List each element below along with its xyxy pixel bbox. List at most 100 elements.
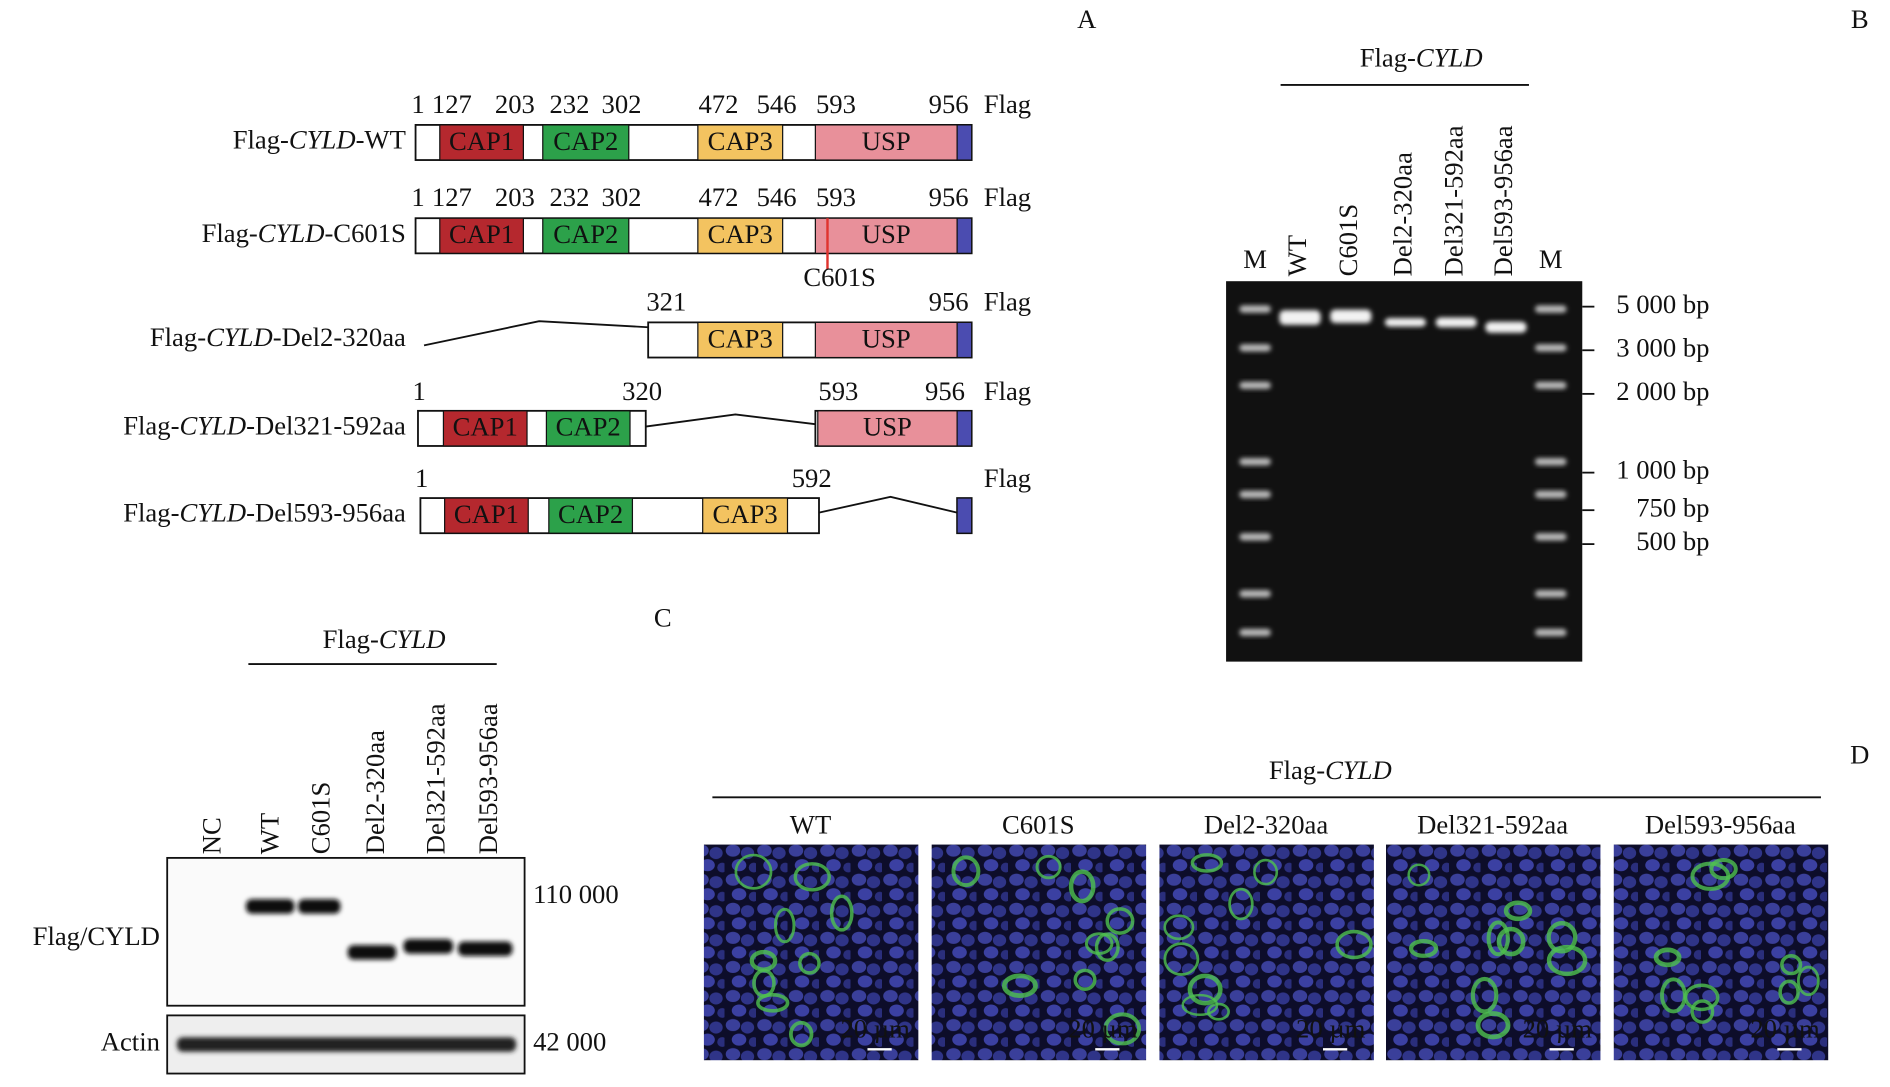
domain xyxy=(542,217,630,254)
green-cell xyxy=(1335,929,1373,960)
domain xyxy=(702,497,789,534)
domain-label: USP xyxy=(862,323,911,353)
domain-label: CAP2 xyxy=(556,412,621,442)
lane-label: Del321-592aa xyxy=(1438,125,1468,276)
domain-label: CAP3 xyxy=(713,499,778,529)
domain-label: CAP1 xyxy=(449,126,514,156)
panel-letter: A xyxy=(1077,4,1097,34)
domain xyxy=(814,124,958,161)
sample-band xyxy=(1279,310,1321,325)
sample-label: C601S xyxy=(1002,810,1075,840)
green-cell xyxy=(1073,968,1097,991)
marker-label: 500 bp xyxy=(1636,526,1709,556)
lane-label: Del2-320aa xyxy=(1387,152,1417,276)
domain-label: CAP1 xyxy=(453,412,518,442)
text-part: CYLD xyxy=(1416,43,1483,73)
construct-name: Flag-CYLD-C601S xyxy=(202,218,406,248)
green-cell xyxy=(773,907,796,944)
green-cell xyxy=(1105,907,1135,935)
lane-label: Del2-320aa xyxy=(360,730,390,854)
sample-label: Del2-320aa xyxy=(1204,810,1328,840)
ladder-band xyxy=(1239,533,1271,541)
lane-label: M xyxy=(1539,244,1563,274)
protein-band xyxy=(176,1037,517,1052)
row-label: Flag/CYLD xyxy=(33,921,160,951)
ladder-band xyxy=(1535,628,1567,637)
marker-label: 1 000 bp xyxy=(1616,455,1709,485)
domain-label: CAP2 xyxy=(553,219,618,249)
ladder-band xyxy=(1239,344,1271,352)
domain xyxy=(697,321,784,359)
deletion-line xyxy=(818,495,958,514)
ladder-band xyxy=(1239,381,1271,390)
green-cell xyxy=(1546,921,1578,954)
domain-label: USP xyxy=(862,219,911,249)
scale-bar-label: 20 µm xyxy=(1068,1013,1138,1043)
residue-number: 956 xyxy=(929,286,969,316)
domain xyxy=(697,217,784,254)
ladder-band xyxy=(1239,458,1271,466)
green-cell xyxy=(1163,914,1195,941)
text-part: CYLD xyxy=(379,624,446,654)
marker-label: 5 000 bp xyxy=(1616,289,1709,319)
sample-band xyxy=(1384,318,1426,327)
text-part: CYLD xyxy=(179,411,246,441)
residue-number: 321 xyxy=(646,286,686,316)
construct-name: Flag-CYLD-Del2-320aa xyxy=(150,322,406,352)
green-cell xyxy=(1503,900,1533,922)
green-cell xyxy=(1187,973,1223,1006)
gel-header: Flag-CYLD xyxy=(1360,43,1483,73)
scale-bar-label: 20 µm xyxy=(1296,1013,1366,1043)
green-cell xyxy=(1068,869,1096,904)
domain-label: USP xyxy=(863,412,912,442)
ladder-band xyxy=(1239,305,1271,313)
green-cell xyxy=(749,949,778,972)
lane-label: C601S xyxy=(306,782,336,855)
marker-label: 2 000 bp xyxy=(1616,376,1709,406)
green-cell xyxy=(788,1020,814,1048)
domain-label: CAP2 xyxy=(553,126,618,156)
residue-number: 546 xyxy=(757,182,797,212)
domain xyxy=(439,217,524,254)
micrograph xyxy=(931,844,1147,1061)
text-part: Flag- xyxy=(233,125,289,155)
flag-tag xyxy=(956,321,973,359)
deletion-line xyxy=(645,413,816,428)
flag-tag xyxy=(956,124,973,161)
flag-tag xyxy=(956,410,973,447)
domain xyxy=(814,217,958,254)
ladder-band xyxy=(1535,490,1567,499)
domain xyxy=(548,497,634,534)
sample-label: Del321-592aa xyxy=(1417,810,1568,840)
lane-label: NC xyxy=(197,817,227,854)
residue-number: 203 xyxy=(495,89,535,119)
green-cell xyxy=(1690,999,1715,1024)
residue-number: 1 xyxy=(411,89,424,119)
mutation-label: C601S xyxy=(803,262,876,292)
domain-label: USP xyxy=(862,126,911,156)
green-cell xyxy=(1778,979,1800,1005)
text-part: Flag- xyxy=(323,624,379,654)
green-cell xyxy=(734,853,773,890)
domain xyxy=(545,410,631,447)
green-cell xyxy=(1496,926,1526,957)
text-part: Flag- xyxy=(1360,43,1416,73)
residue-number: 1 xyxy=(411,182,424,212)
green-cell xyxy=(756,992,790,1013)
residue-number: 593 xyxy=(818,376,858,406)
residue-number: 592 xyxy=(792,463,832,493)
ladder-band xyxy=(1535,381,1567,390)
flag-tag xyxy=(956,497,973,534)
text-part: Flag- xyxy=(150,322,206,352)
text-part: Flag- xyxy=(123,411,179,441)
green-cell xyxy=(1796,965,1820,997)
sample-band xyxy=(1485,321,1527,333)
text-part: -Del2-320aa xyxy=(273,322,406,352)
green-cell xyxy=(1407,863,1431,887)
lane-label: C601S xyxy=(1333,204,1363,277)
tag-label: Flag xyxy=(984,286,1031,316)
green-cell xyxy=(1408,938,1439,958)
residue-number: 593 xyxy=(816,89,856,119)
text-part: CYLD xyxy=(289,125,356,155)
